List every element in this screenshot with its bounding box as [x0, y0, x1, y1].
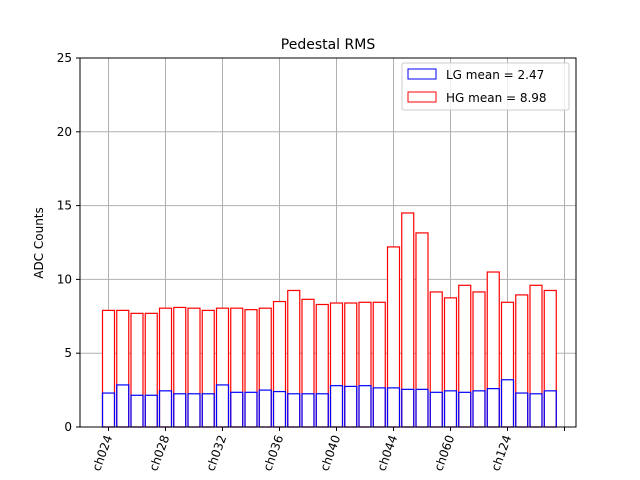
x-tick-label: ch032 [203, 433, 229, 473]
hg-bar [486, 271, 500, 428]
y-tick-label: 20 [57, 125, 72, 139]
x-axis-ticks: ch024 ch028 ch032 ch036 ch040 ch044 ch060 ch124 [89, 427, 565, 473]
x-tick-label: ch040 [317, 433, 343, 473]
y-tick-label: 25 [57, 51, 72, 65]
hg-bar [258, 307, 272, 428]
hg-bar [443, 297, 458, 428]
x-tick-label: ch024 [89, 433, 115, 473]
hg-bar [215, 307, 230, 428]
hg-bar [201, 309, 215, 428]
x-tick-label: ch124 [488, 433, 514, 473]
y-tick-label: 10 [57, 272, 72, 286]
hg-bar [287, 289, 301, 428]
y-axis-label: ADC Counts [32, 207, 46, 279]
hg-bar [116, 309, 130, 428]
y-tick-label: 0 [64, 420, 72, 434]
x-tick-label: ch028 [146, 433, 172, 473]
legend-swatch-lg [407, 68, 437, 80]
hg-bar [301, 298, 315, 428]
y-tick-label: 15 [57, 199, 72, 213]
hg-bar [458, 284, 472, 428]
hg-bar [543, 289, 557, 428]
hg-bars [101, 212, 557, 428]
hg-bar [429, 291, 443, 428]
hg-bar [130, 312, 144, 428]
hg-bar [101, 309, 116, 428]
legend-label-hg: HG mean = 8.98 [446, 91, 547, 105]
hg-bar [158, 307, 173, 428]
hg-bar [173, 306, 187, 428]
hg-bar [372, 301, 386, 428]
hg-bar [386, 246, 401, 428]
hg-bar [344, 302, 358, 428]
hg-bar [401, 212, 415, 428]
hg-bar [529, 284, 543, 428]
hg-bar [415, 232, 429, 428]
legend-label-lg: LG mean = 2.47 [446, 68, 544, 82]
hg-bar [500, 301, 515, 428]
hg-bar [472, 291, 486, 428]
hg-bar [515, 294, 529, 428]
y-tick-label: 5 [64, 346, 72, 360]
legend: LG mean = 2.47 HG mean = 8.98 [401, 62, 570, 111]
x-tick-label: ch044 [374, 433, 400, 473]
legend-box [401, 62, 570, 111]
hg-bar [272, 300, 287, 428]
chart-title: Pedestal RMS [281, 37, 376, 53]
hg-bar [144, 312, 158, 428]
y-axis-ticks: 0 5 10 15 20 25 [57, 51, 80, 434]
plot-frame [79, 57, 577, 428]
hg-bar [244, 309, 258, 428]
hg-bar [187, 307, 201, 428]
hg-bar [230, 307, 244, 428]
hg-bar [315, 303, 329, 428]
x-tick-label: ch036 [260, 433, 286, 473]
hg-bar [329, 302, 344, 428]
x-tick-label: ch060 [431, 433, 457, 473]
legend-swatch-hg [407, 91, 437, 103]
hg-bar [358, 301, 372, 428]
